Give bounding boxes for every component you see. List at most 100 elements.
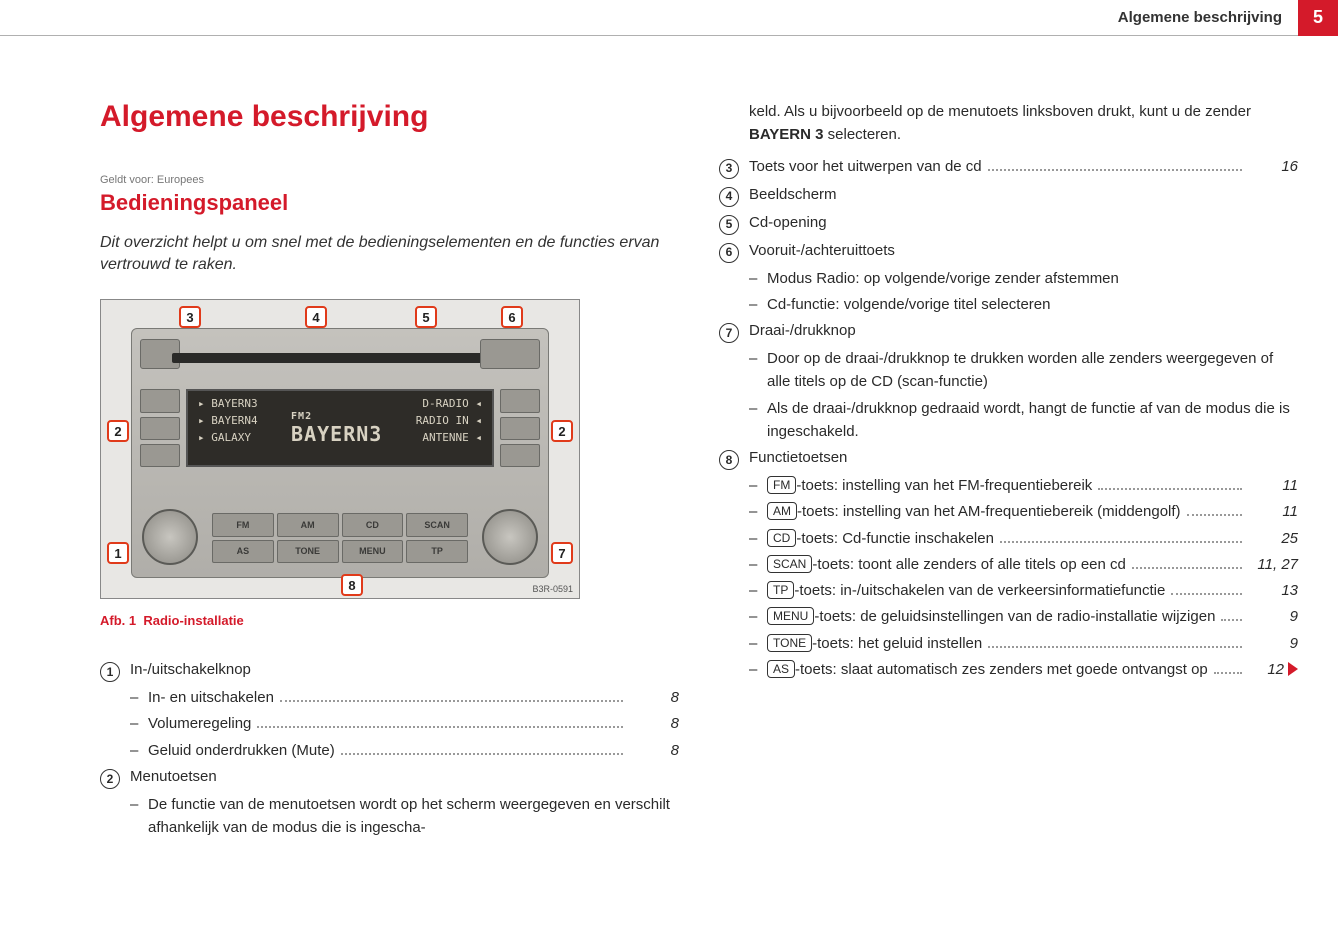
- power-volume-knob: [142, 509, 198, 565]
- right-column: keld. Als u bijvoorbeeld op de menutoets…: [719, 100, 1298, 842]
- item-body: Beeldscherm: [749, 183, 1298, 206]
- lcd-left-0: ▸ BAYERN3: [198, 397, 258, 410]
- lcd-left-1: ▸ BAYERN4: [198, 414, 258, 427]
- caption-text: Radio-installatie: [143, 613, 243, 628]
- sub-list: –FM-toets: instelling van het FM-frequen…: [749, 474, 1298, 681]
- callout-8: 8: [341, 574, 363, 596]
- dash-icon: –: [749, 500, 767, 523]
- callout-1: 1: [107, 542, 129, 564]
- sub-page: 11: [1248, 474, 1298, 497]
- item-number: 7: [719, 323, 739, 343]
- dash-icon: –: [749, 474, 767, 497]
- sub-page: 9: [1248, 632, 1298, 655]
- sub-text: De functie van de menutoetsen wordt op h…: [148, 793, 679, 840]
- sub-item: –AM-toets: instelling van het AM-frequen…: [749, 500, 1298, 523]
- callout-2r: 2: [551, 420, 573, 442]
- dash-icon: –: [130, 793, 148, 816]
- sub-text: Volumeregeling8: [148, 712, 679, 735]
- header-page-number: 5: [1298, 0, 1338, 36]
- item-number: 2: [100, 769, 120, 789]
- sub-text: AS-toets: slaat automatisch zes zenders …: [767, 658, 1298, 681]
- forward-back-buttons: [480, 339, 540, 369]
- header-section-title: Algemene beschrijving: [1118, 9, 1282, 26]
- lcd-display: ▸ BAYERN3 ▸ BAYERN4 ▸ GALAXY FM2 BAYERN3…: [186, 389, 494, 467]
- callout-3: 3: [179, 306, 201, 328]
- continuation-text: keld. Als u bijvoorbeeld op de menutoets…: [749, 100, 1298, 147]
- numbered-item: 6Vooruit-/achteruittoets: [719, 239, 1298, 263]
- sub-text: AM-toets: instelling van het AM-frequent…: [767, 500, 1298, 523]
- sub-text: In- en uitschakelen8: [148, 686, 679, 709]
- figure-radio: ▸ BAYERN3 ▸ BAYERN4 ▸ GALAXY FM2 BAYERN3…: [100, 299, 580, 599]
- keycap: SCAN: [767, 555, 812, 573]
- numbered-item: 1In-/uitschakelknop: [100, 658, 679, 682]
- keycap: AM: [767, 502, 797, 520]
- item-title: Functietoetsen: [749, 446, 1298, 469]
- sub-page: 8: [629, 712, 679, 735]
- lcd-right-2: ANTENNE ◂: [416, 431, 482, 444]
- keycap: TP: [767, 581, 794, 599]
- fn-fm: FM: [212, 513, 274, 537]
- sub-text: SCAN-toets: toont alle zenders of alle t…: [767, 553, 1298, 576]
- sub-text: Cd-functie: volgende/vorige titel select…: [767, 293, 1298, 316]
- sub-item: –Cd-functie: volgende/vorige titel selec…: [749, 293, 1298, 316]
- left-item-list: 1In-/uitschakelknop–In- en uitschakelen8…: [100, 658, 679, 839]
- sub-item: –TP-toets: in-/uitschakelen van de verke…: [749, 579, 1298, 602]
- item-number: 5: [719, 215, 739, 235]
- sub-text: Modus Radio: op volgende/vorige zender a…: [767, 267, 1298, 290]
- keycap: AS: [767, 660, 795, 678]
- sub-list: –Modus Radio: op volgende/vorige zender …: [749, 267, 1298, 317]
- sub-list: –In- en uitschakelen8–Volumeregeling8–Ge…: [130, 686, 679, 762]
- dash-icon: –: [749, 267, 767, 290]
- menu-buttons-right: [500, 389, 540, 467]
- dash-icon: –: [749, 527, 767, 550]
- sub-text: Door op de draai-/drukknop te drukken wo…: [767, 347, 1298, 394]
- dash-icon: –: [130, 686, 148, 709]
- numbered-item: 5 Cd-opening: [719, 211, 1298, 235]
- sub-text: Geluid onderdrukken (Mute)8: [148, 739, 679, 762]
- item-title: Draai-/drukknop: [749, 319, 1298, 342]
- item-body: Cd-opening: [749, 211, 1298, 234]
- item-number: 3: [719, 159, 739, 179]
- radio-body: ▸ BAYERN3 ▸ BAYERN4 ▸ GALAXY FM2 BAYERN3…: [131, 328, 549, 578]
- intro-text: Dit overzicht helpt u om snel met de bed…: [100, 232, 679, 275]
- fn-scan: SCAN: [406, 513, 468, 537]
- item-title: Toets voor het uitwerpen van de cd: [749, 155, 982, 178]
- sub-item: –FM-toets: instelling van het FM-frequen…: [749, 474, 1298, 497]
- sub-item: –CD-toets: Cd-functie inschakelen25: [749, 527, 1298, 550]
- sub-page: 13: [1248, 579, 1298, 602]
- sub-page: 8: [629, 686, 679, 709]
- item-title: Cd-opening: [749, 211, 1298, 234]
- item-title: In-/uitschakelknop: [130, 658, 679, 681]
- numbered-item: 3 Toets voor het uitwerpen van de cd 16: [719, 155, 1298, 179]
- fn-tone: TONE: [277, 540, 339, 564]
- section-subtitle: Bedieningspaneel: [100, 190, 679, 216]
- item-body: In-/uitschakelknop: [130, 658, 679, 681]
- item-number: 8: [719, 450, 739, 470]
- cont-post: selecteren.: [823, 126, 901, 143]
- callout-7: 7: [551, 542, 573, 564]
- dash-icon: –: [749, 347, 767, 370]
- sub-page: 9: [1248, 605, 1298, 628]
- sub-page: 8: [629, 739, 679, 762]
- fn-menu: MENU: [342, 540, 404, 564]
- page-header: Algemene beschrijving 5: [0, 0, 1338, 36]
- lcd-right-0: D-RADIO ◂: [416, 397, 482, 410]
- dash-icon: –: [749, 553, 767, 576]
- item-number: 4: [719, 187, 739, 207]
- figure-caption: Afb. 1 Radio-installatie: [100, 613, 679, 628]
- sub-page: 11, 27: [1248, 553, 1298, 576]
- fn-as: AS: [212, 540, 274, 564]
- dash-icon: –: [749, 293, 767, 316]
- menu-buttons-left: [140, 389, 180, 467]
- lcd-right-1: RADIO IN ◂: [416, 414, 482, 427]
- sub-text: MENU-toets: de geluidsinstellingen van d…: [767, 605, 1298, 628]
- sub-item: –AS-toets: slaat automatisch zes zenders…: [749, 658, 1298, 681]
- callout-6: 6: [501, 306, 523, 328]
- keycap: MENU: [767, 607, 814, 625]
- lcd-center: BAYERN3: [291, 422, 382, 446]
- item-title: Menutoetsen: [130, 765, 679, 788]
- dash-icon: –: [749, 397, 767, 420]
- item-page: 16: [1248, 155, 1298, 178]
- figure-code: B3R-0591: [532, 584, 573, 594]
- cd-slot: [172, 353, 508, 363]
